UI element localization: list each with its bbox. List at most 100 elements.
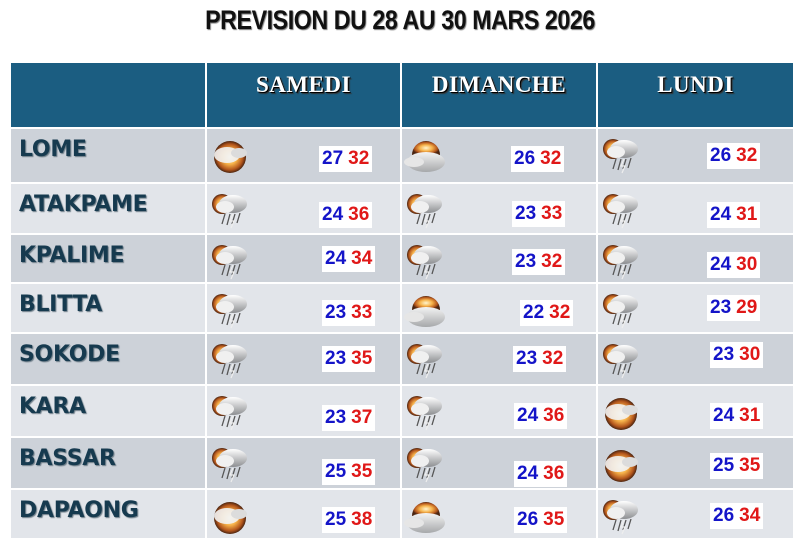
table-row: BASSAR 25 35 24 36 25 35 [11, 436, 793, 488]
thunderstorm-rain-icon [209, 444, 251, 484]
thunderstorm-rain-icon [600, 190, 642, 230]
temp-min: 26 [514, 148, 536, 169]
thunderstorm-rain-icon [600, 241, 642, 281]
forecast-cell: 25 38 [207, 490, 400, 538]
temperature-box: 24 34 [322, 246, 376, 272]
temp-max: 36 [543, 463, 565, 484]
forecast-cell: 22 32 [402, 284, 596, 332]
temp-min: 24 [325, 248, 347, 269]
forecast-cell: 24 31 [598, 184, 793, 233]
forecast-table-header: SAMEDI DIMANCHE LUNDI [11, 63, 793, 127]
thunderstorm-rain-icon [404, 392, 446, 432]
temp-max: 34 [739, 505, 761, 526]
day-label: SAMEDI [255, 72, 351, 97]
forecast-cell: 27 32 [207, 129, 400, 182]
temp-min: 23 [325, 302, 347, 323]
table-row: LOME 27 32 26 32 26 32 [11, 127, 793, 182]
temp-min: 27 [322, 148, 344, 169]
temp-max: 32 [549, 302, 571, 323]
sunny-cloud-icon [209, 496, 251, 536]
table-row: KPALIME 24 34 23 32 24 30 [11, 233, 793, 282]
table-row: SOKODE 23 35 23 32 23 30 [11, 332, 793, 384]
city-cell: SOKODE [11, 334, 205, 384]
header-day-sunday: DIMANCHE [402, 63, 596, 127]
temp-max: 36 [348, 204, 370, 225]
temp-min: 25 [325, 509, 347, 530]
temp-max: 36 [543, 405, 565, 426]
temp-max: 35 [543, 509, 565, 530]
temp-min: 24 [710, 254, 732, 275]
forecast-cell: 23 35 [207, 334, 400, 384]
temperature-box: 24 36 [514, 461, 568, 487]
temperature-box: 24 31 [707, 202, 761, 228]
temp-min: 26 [713, 505, 735, 526]
city-cell: ATAKPAME [11, 184, 205, 233]
table-row: ATAKPAME 24 36 23 33 24 31 [11, 182, 793, 233]
temp-min: 23 [713, 344, 735, 365]
temp-min: 23 [710, 297, 732, 318]
thunderstorm-rain-icon [209, 392, 251, 432]
temp-max: 31 [739, 405, 761, 426]
city-cell: BLITTA [11, 284, 205, 332]
forecast-cell: 23 32 [402, 334, 596, 384]
temp-min: 26 [710, 145, 732, 166]
temp-max: 37 [351, 407, 373, 428]
temp-max: 32 [541, 251, 563, 272]
thunderstorm-rain-icon [600, 496, 642, 536]
forecast-cell: 23 33 [207, 284, 400, 332]
temp-max: 32 [540, 148, 562, 169]
header-day-monday: LUNDI [598, 63, 793, 127]
temperature-box: 23 35 [322, 346, 376, 372]
forecast-cell: 24 31 [598, 386, 793, 436]
forecast-cell: 24 30 [598, 235, 793, 282]
temp-min: 24 [322, 204, 344, 225]
temp-min: 23 [516, 348, 538, 369]
temp-max: 30 [739, 344, 761, 365]
page-title: PREVISION DU 28 AU 30 MARS 2026 [205, 5, 595, 35]
temp-min: 23 [325, 407, 347, 428]
forecast-cell: 24 36 [207, 184, 400, 233]
forecast-cell: 23 37 [207, 386, 400, 436]
day-label: DIMANCHE [431, 72, 567, 97]
temperature-box: 24 30 [707, 252, 761, 278]
thunderstorm-rain-icon [404, 340, 446, 380]
temp-max: 38 [351, 509, 373, 530]
temperature-box: 26 35 [514, 507, 568, 533]
temperature-box: 25 35 [710, 453, 764, 479]
temp-max: 31 [736, 204, 758, 225]
thunderstorm-rain-icon [600, 340, 642, 380]
temperature-box: 27 32 [319, 146, 373, 172]
forecast-cell: 24 36 [402, 386, 596, 436]
temp-max: 33 [351, 302, 373, 323]
city-name: SOKODE [19, 342, 120, 367]
temperature-box: 24 36 [514, 403, 568, 429]
temp-max: 32 [736, 145, 758, 166]
city-cell: LOME [11, 129, 205, 182]
temperature-box: 25 38 [322, 507, 376, 533]
temp-max: 35 [351, 461, 373, 482]
temp-min: 24 [710, 204, 732, 225]
temperature-box: 23 33 [512, 201, 566, 227]
table-row: KARA 23 37 24 36 24 31 [11, 384, 793, 436]
forecast-cell: 24 36 [402, 438, 596, 488]
temperature-box: 23 32 [513, 346, 567, 372]
temperature-box: 26 32 [707, 143, 761, 169]
sunny-cloud-icon [600, 392, 642, 432]
forecast-cell: 23 29 [598, 284, 793, 332]
table-row: DAPAONG 25 38 26 35 26 34 [11, 488, 793, 538]
city-name: BASSAR [19, 446, 116, 471]
temp-max: 32 [542, 348, 564, 369]
temp-min: 23 [515, 251, 537, 272]
partly-cloudy-icon [404, 496, 446, 536]
city-cell: KPALIME [11, 235, 205, 282]
temp-min: 23 [325, 348, 347, 369]
forecast-cell: 25 35 [598, 438, 793, 488]
thunderstorm-rain-icon [209, 290, 251, 330]
sunny-cloud-icon [600, 444, 642, 484]
temp-min: 24 [517, 405, 539, 426]
temp-max: 32 [348, 148, 370, 169]
city-name: DAPAONG [19, 498, 139, 523]
temperature-box: 23 29 [707, 295, 761, 321]
city-name: KARA [19, 394, 86, 419]
temperature-box: 24 36 [319, 202, 373, 228]
